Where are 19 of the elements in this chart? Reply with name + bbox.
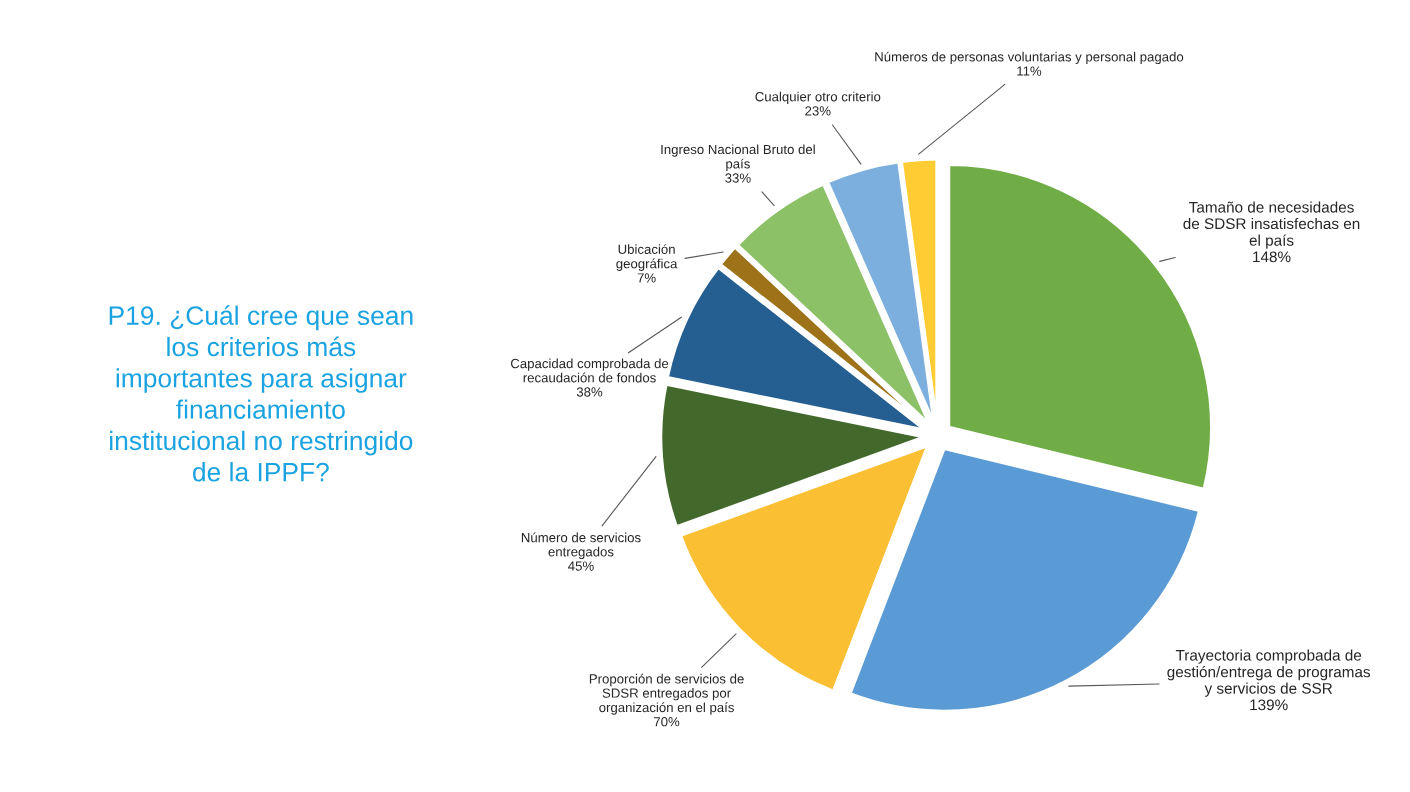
data-label: 148% — [1253, 251, 1291, 263]
slice-label: Proporción de servicios de SDSR entregados por organización en el país — [589, 673, 744, 715]
slice-label: Ingreso Nacional Bruto del país — [661, 144, 815, 172]
slice-label: Trayectoria comprobada de gestión/entrega de programas y servicios de SSR — [1167, 649, 1371, 697]
text: P19. ¿Cuál cree que sean los criterios más importantes para asignar financiamiento institucional no restringido de la IPPF? — [109, 305, 413, 482]
slice-label: Ubicación geográfica — [616, 244, 678, 271]
slice-label: Números de personas voluntarias y personal pagado — [875, 51, 1184, 65]
data-label: 70% — [654, 717, 680, 727]
data-label: 45% — [568, 561, 594, 571]
data-label: 23% — [805, 106, 831, 116]
data-label: 33% — [725, 173, 751, 183]
slice-label: Cualquier otro criterio — [755, 91, 881, 104]
data-label: 38% — [576, 387, 603, 397]
slice-label: Tamaño de necesidades de SDSR insatisfechas en el país — [1183, 201, 1360, 249]
data-label: 11% — [1017, 66, 1042, 76]
slice-label: Capacidad comprobada de recaudación de fondos — [510, 358, 669, 383]
data-label: 139% — [1250, 699, 1288, 711]
slice-label: Número de servicios entregados — [521, 532, 641, 560]
data-label: 7% — [637, 273, 656, 283]
